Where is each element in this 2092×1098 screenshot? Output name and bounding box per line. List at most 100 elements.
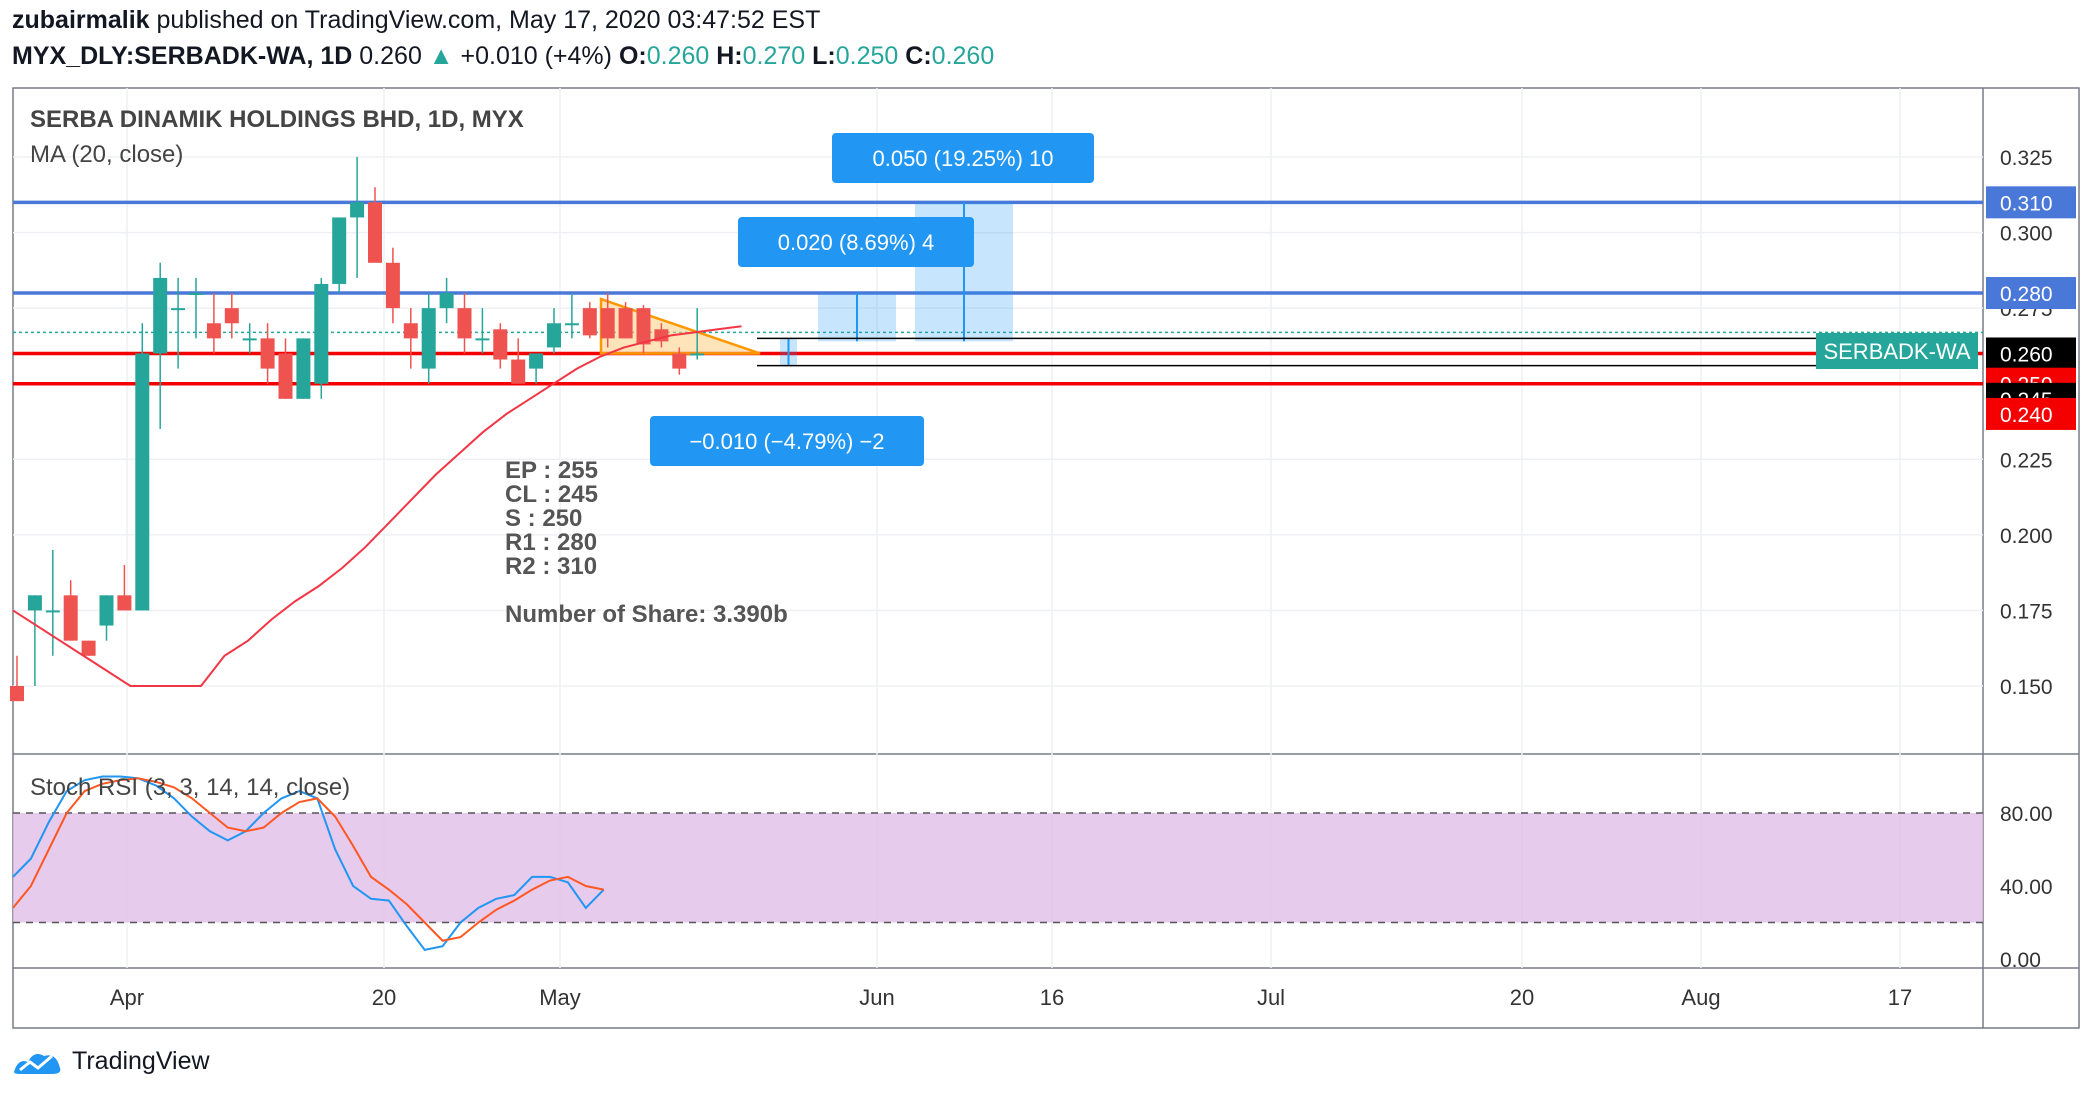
tradingview-logo-icon — [14, 1054, 61, 1074]
candle-body — [81, 640, 96, 656]
tradingview-brand[interactable]: TradingView — [12, 1046, 210, 1076]
time-tick-label: 17 — [1888, 985, 1912, 1010]
candle-body — [350, 202, 365, 218]
candle-body — [260, 338, 275, 369]
stoch-rsi-tick-label: 0.00 — [2000, 949, 2041, 972]
note-s: S : 250 — [505, 505, 582, 532]
stoch-rsi-tick-label: 80.00 — [2000, 803, 2053, 826]
candle-body — [63, 595, 78, 641]
time-tick-label: 16 — [1040, 985, 1064, 1010]
price-tick-label: 0.300 — [2000, 223, 2053, 246]
candle-body — [439, 293, 454, 309]
open-value: 0.260 — [646, 42, 710, 70]
candle-body — [403, 323, 418, 339]
candle-body — [457, 308, 472, 339]
candle-body — [511, 359, 526, 384]
candle-body — [171, 308, 186, 311]
price-tick-label: 0.200 — [2000, 525, 2053, 548]
measure-3-label: −0.010 (−4.79%) −2 — [689, 429, 884, 454]
note-r1: R1 : 280 — [505, 529, 597, 556]
chart-title: SERBA DINAMIK HOLDINGS BHD, 1D, MYX — [30, 106, 524, 133]
candle-body — [206, 323, 221, 339]
trade-notes: EP : 255 CL : 245 S : 250 R1 : 280 R2 : … — [505, 457, 788, 628]
candle-body — [582, 308, 597, 336]
symbol-tag-bg — [1816, 333, 1978, 369]
brand-name: TradingView — [72, 1046, 210, 1075]
candle-body — [690, 353, 705, 356]
ma-legend: MA (20, close) — [30, 141, 183, 168]
price-tag-bg — [1986, 337, 2076, 370]
price-tag-label: 0.280 — [2000, 283, 2053, 306]
up-arrow-icon: ▲ — [428, 42, 454, 70]
open-label: O: — [618, 42, 647, 70]
symbol-line: MYX_DLY:SERBADK-WA, 1D 0.260 ▲ +0.010 (+… — [12, 42, 994, 71]
candle-body — [421, 308, 436, 369]
measure-1-label: 0.050 (19.25%) 10 — [872, 146, 1053, 171]
candle-body — [368, 202, 382, 263]
time-tick-label: Jul — [1257, 985, 1285, 1010]
symbol-name: MYX_DLY:SERBADK-WA, 1D — [12, 42, 353, 70]
candle-body — [547, 323, 561, 348]
candle-body — [10, 686, 24, 702]
close-label: C: — [905, 42, 932, 70]
price-tick-label: 0.175 — [2000, 600, 2053, 623]
price-tick-label: 0.225 — [2000, 449, 2053, 472]
price-tag-bg — [1986, 277, 2076, 310]
candle-body — [600, 308, 615, 339]
candle-body — [332, 217, 347, 284]
candle-body — [27, 595, 42, 611]
candle-body — [135, 353, 150, 611]
price-tick-label: 0.325 — [2000, 147, 2053, 170]
candle-body — [224, 308, 239, 324]
low-value: 0.250 — [835, 42, 899, 70]
measure-3-label-bg — [650, 416, 924, 466]
time-tick-label: Jun — [859, 985, 894, 1010]
measure-2-label: 0.020 (8.69%) 4 — [778, 230, 935, 255]
candle-body — [189, 293, 203, 296]
note-shares: Number of Share: 3.390b — [505, 601, 788, 628]
last-price: 0.260 — [359, 42, 422, 70]
time-tick-label: Aug — [1681, 985, 1720, 1010]
ma-line — [12, 325, 742, 687]
candle-body — [278, 353, 293, 399]
time-tick-label: 20 — [1510, 985, 1534, 1010]
candle-body — [117, 595, 132, 611]
stoch-rsi-k-line — [12, 775, 605, 951]
candle-body — [493, 329, 508, 360]
candle-body — [45, 610, 60, 613]
price-change: +0.010 (+4%) — [460, 42, 613, 70]
high-value: 0.270 — [742, 42, 806, 70]
high-label: H: — [716, 42, 743, 70]
stoch-rsi-axis-ticks: 0.00 40.00 80.00 — [2000, 803, 2053, 972]
stoch-rsi-d-line — [12, 777, 604, 942]
low-label: L: — [812, 42, 836, 70]
chart-frame — [12, 87, 2080, 1029]
measure-2-label-bg — [738, 217, 974, 267]
candle-body — [475, 338, 490, 341]
candle-body — [385, 262, 400, 309]
price-tag-label: 0.240 — [2000, 404, 2053, 427]
time-tick-label: 20 — [372, 985, 396, 1010]
candle-body — [153, 277, 168, 354]
price-tag-label: 0.310 — [2000, 192, 2053, 215]
price-tag-bg — [1986, 397, 2076, 430]
price-tag-bg — [1986, 186, 2076, 219]
note-cl: CL : 245 — [505, 481, 598, 508]
stoch-rsi-tick-label: 40.00 — [2000, 876, 2053, 899]
measure-tools[interactable]: 0.050 (19.25%) 10 0.020 (8.69%) 4 −0.010 (… — [650, 133, 1816, 466]
time-tick-label: May — [539, 985, 581, 1010]
note-ep: EP : 255 — [505, 457, 598, 484]
symbol-tag: SERBADK-WA — [1823, 339, 1970, 364]
candle-body — [99, 595, 114, 626]
candle-body — [672, 353, 687, 369]
candle-body — [296, 338, 311, 399]
author-name: zubairmalik — [12, 6, 150, 34]
candle-body — [314, 283, 329, 384]
time-axis-ticks: Apr 20 May Jun 16 Jul 20 Aug 17 — [110, 985, 1912, 1010]
candle-body — [564, 323, 579, 326]
stoch-rsi-legend: Stoch RSI (3, 3, 14, 14, close) — [30, 774, 350, 801]
stoch-rsi-band — [13, 813, 1983, 923]
close-value: 0.260 — [931, 42, 995, 70]
